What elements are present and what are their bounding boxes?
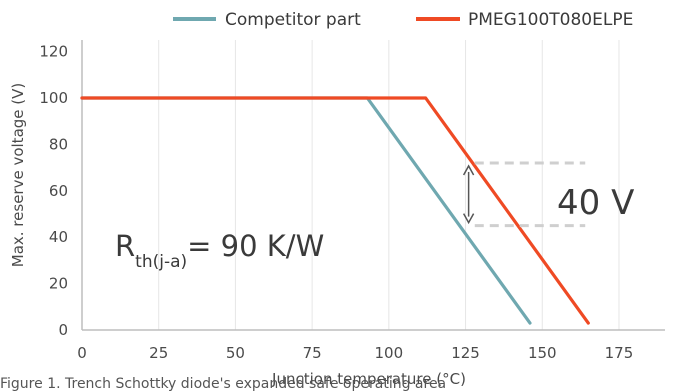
delta-arrow-head-bottom: [462, 213, 475, 225]
figure-caption: Figure 1. Trench Schottky diode's expand…: [0, 376, 446, 392]
x-tick-label-125: 125: [451, 344, 480, 362]
legend: Competitor part PMEG100T080ELPE: [173, 10, 633, 30]
series-line-1: [80, 96, 590, 325]
legend-label-competitor: Competitor part: [225, 10, 361, 30]
series-lines: [80, 96, 590, 325]
x-tick-label-0: 0: [77, 344, 87, 362]
y-tick-label-100: 100: [39, 89, 68, 107]
y-tick-label-60: 60: [49, 182, 68, 200]
series-line-0: [80, 96, 532, 325]
y-tick-label-20: 20: [49, 275, 68, 293]
x-axis-title: Junction temperature (°C): [271, 370, 466, 388]
x-tick-label-25: 25: [149, 344, 168, 362]
y-tick-label-80: 80: [49, 135, 68, 153]
y-tick-label-0: 0: [58, 321, 68, 339]
delta-arrow-head-top: [462, 164, 475, 176]
legend-label-pmeg: PMEG100T080ELPE: [468, 10, 633, 30]
delta-label: 40 V: [557, 183, 634, 223]
x-tick-label-175: 175: [605, 344, 634, 362]
rth-label: Rth(j-a)= 90 K/W: [115, 229, 324, 272]
y-tick-label-120: 120: [39, 43, 68, 61]
x-tick-label-75: 75: [303, 344, 322, 362]
grid-lines: [158, 40, 620, 330]
x-tick-label-100: 100: [375, 344, 404, 362]
axes: [81, 40, 665, 331]
y-tick-label-40: 40: [49, 228, 68, 246]
y-axis-title: Max. reserve voltage (V): [9, 83, 27, 267]
x-tick-label-50: 50: [226, 344, 245, 362]
tick-labels: 0 20 40 60 80 100 120 0 25 50 75 100 125 150 175: [39, 43, 633, 362]
x-tick-label-150: 150: [528, 344, 557, 362]
annotations: 40 V Rth(j-a)= 90 K/W: [115, 161, 634, 272]
